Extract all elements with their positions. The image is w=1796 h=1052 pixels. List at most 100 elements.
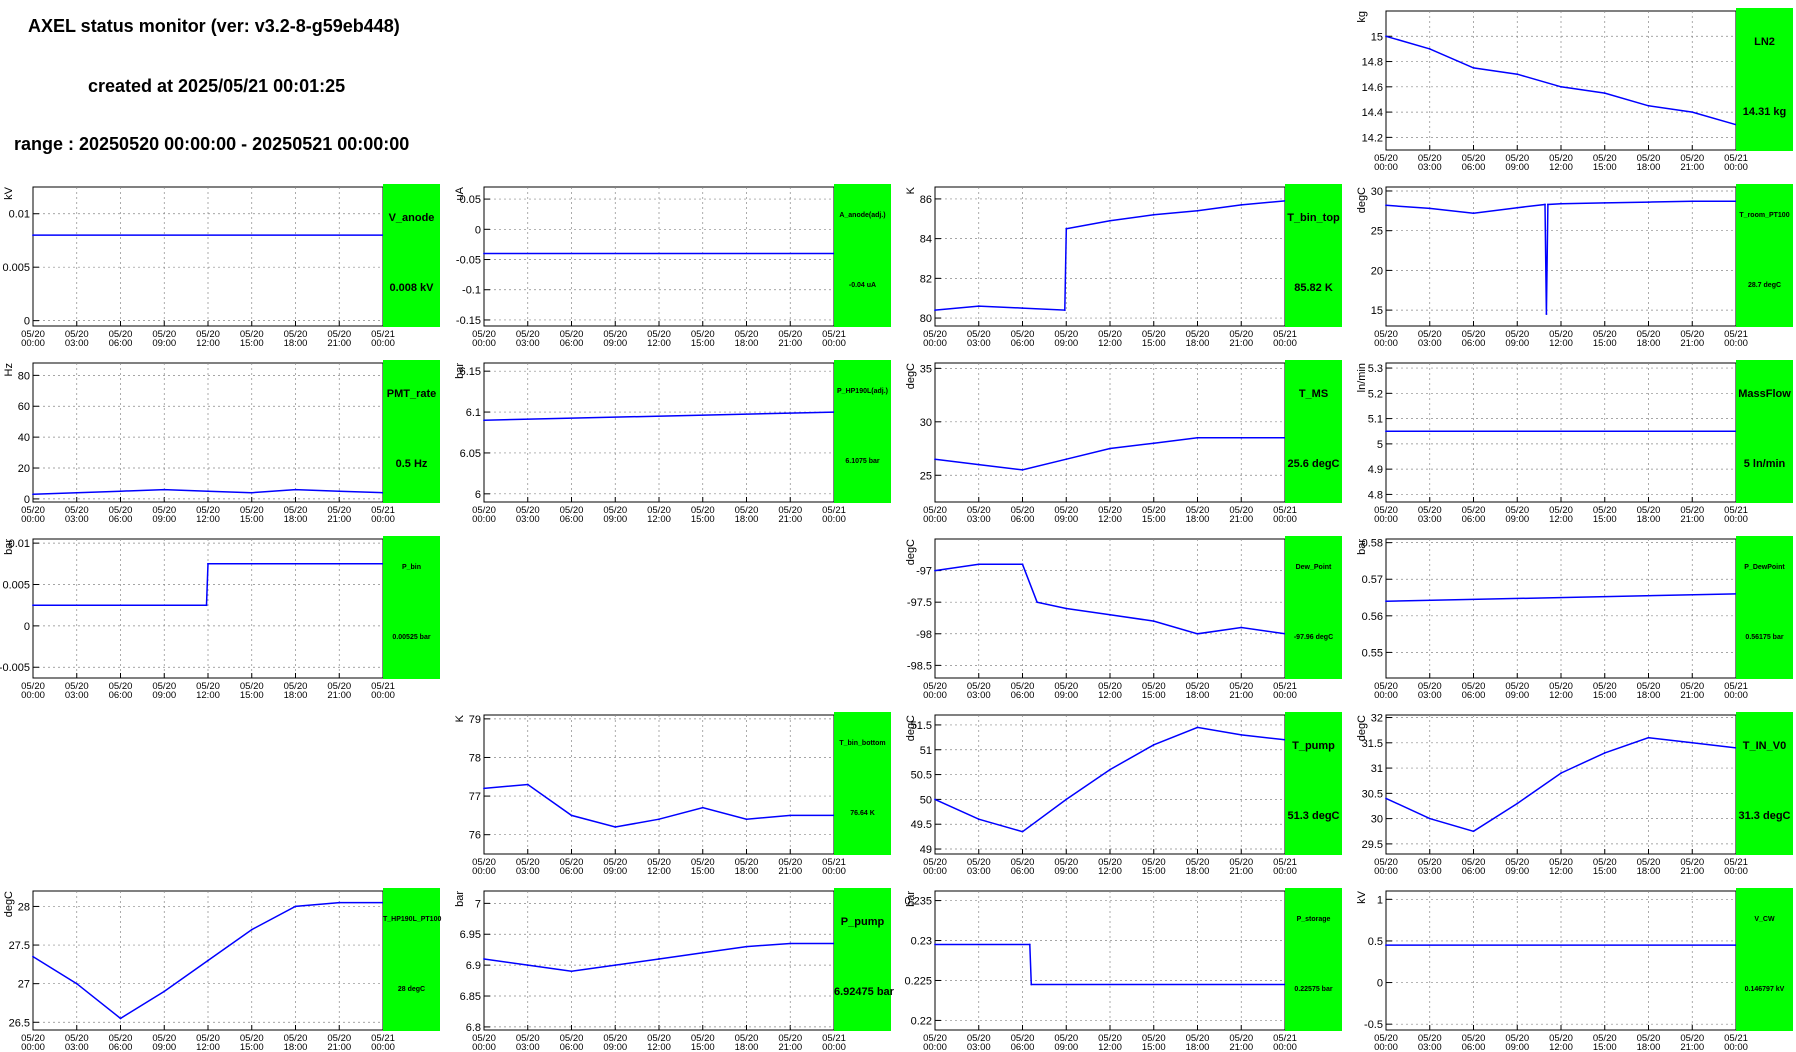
status-badge: T_bin_bottom 76.64 K [834, 712, 891, 855]
y-tick-label: -0.1 [462, 285, 481, 297]
data-point [1545, 313, 1548, 315]
x-tick-date: 05/20 [65, 681, 89, 692]
x-tick-date: 05/20 [109, 681, 133, 692]
data-point [119, 1017, 122, 1020]
x-tick-time: 15:00 [691, 338, 715, 346]
x-tick-date: 05/20 [967, 1033, 991, 1044]
x-tick-date: 05/20 [284, 505, 308, 516]
x-tick-time: 09:00 [1505, 162, 1529, 170]
x-tick-date: 05/20 [1593, 1033, 1617, 1044]
x-tick-time: 03:00 [967, 690, 991, 698]
y-tick-label: 1 [1377, 894, 1383, 906]
data-point [934, 309, 936, 312]
y-tick-label: 49 [920, 844, 932, 856]
y-tick-label: 6.95 [460, 929, 481, 941]
badge-name: T_bin_top [1287, 212, 1340, 224]
x-tick-date: 05/20 [1505, 505, 1529, 516]
x-tick-time: 12:00 [1098, 1042, 1122, 1050]
data-point [483, 252, 485, 255]
x-tick-date: 05/20 [603, 505, 627, 516]
y-tick-label: 5 [1377, 439, 1383, 451]
x-tick-time: 18:00 [1637, 162, 1661, 170]
x-tick-time: 09:00 [1505, 690, 1529, 698]
x-tick-time: 15:00 [1593, 514, 1617, 522]
x-tick-time: 09:00 [152, 338, 176, 346]
x-tick-time: 15:00 [691, 514, 715, 522]
x-tick-date: 05/20 [1637, 329, 1661, 340]
chart-T_bin_top: 05/2000:0005/2003:0005/2006:0005/2009:00… [905, 186, 1297, 346]
badge-value: 31.3 degC [1738, 810, 1791, 822]
y-tick-label: 0.56 [1362, 611, 1383, 623]
data-point [294, 905, 297, 908]
x-tick-time: 06:00 [109, 514, 133, 522]
y-tick-label: 30 [920, 417, 932, 429]
x-tick-date: 05/20 [284, 329, 308, 340]
badge-name: MassFlow [1738, 388, 1791, 400]
x-tick-time: 09:00 [1505, 1042, 1529, 1050]
data-point [75, 491, 78, 494]
x-tick-time: 09:00 [1054, 866, 1078, 874]
x-tick-date: 05/20 [516, 857, 540, 868]
data-point [1109, 219, 1111, 222]
data-point [32, 493, 34, 496]
y-tick-label: 0.57 [1362, 574, 1383, 586]
chart-panel-P_bin: 05/20 00:00 05/20 03:00 05/20 06:00 05/20 09:00… [0, 528, 440, 698]
data-point [1428, 48, 1431, 50]
y-tick-label: 6.8 [466, 1022, 481, 1034]
badge-name: T_IN_V0 [1742, 740, 1787, 752]
data-point [1385, 430, 1387, 433]
x-tick-time: 21:00 [1229, 338, 1253, 346]
x-tick-date: 05/20 [1142, 505, 1166, 516]
x-tick-time: 21:00 [778, 338, 802, 346]
x-tick-time: 06:00 [109, 338, 133, 346]
x-tick-time: 06:00 [1011, 514, 1035, 522]
x-tick-time: 00:00 [923, 514, 947, 522]
x-tick-time: 09:00 [1054, 338, 1078, 346]
x-tick-date: 05/20 [647, 1033, 671, 1044]
y-tick-label: 80 [18, 370, 30, 382]
x-tick-date: 05/20 [778, 857, 802, 868]
y-tick-label: 14.8 [1362, 57, 1383, 69]
x-tick-date: 05/20 [1374, 1033, 1398, 1044]
x-tick-date: 05/20 [603, 329, 627, 340]
data-point [1036, 601, 1038, 604]
x-tick-date: 05/20 [1505, 857, 1529, 868]
data-point [1196, 209, 1199, 212]
x-tick-time: 21:00 [1680, 690, 1704, 698]
data-point [1152, 442, 1155, 445]
x-tick-time: 06:00 [1011, 1042, 1035, 1050]
data-point [1021, 307, 1024, 310]
series-line [33, 563, 383, 606]
x-tick-date: 05/20 [1011, 681, 1035, 692]
x-tick-date: 05/20 [1680, 1033, 1704, 1044]
x-tick-date: 05/20 [284, 1033, 308, 1044]
x-tick-date: 05/21 [822, 505, 846, 516]
x-tick-time: 18:00 [1186, 338, 1210, 346]
x-tick-time: 00:00 [923, 338, 947, 346]
badge-value: 6.92475 bar [834, 986, 894, 998]
data-point [1560, 772, 1562, 775]
badge-value: 85.82 K [1294, 282, 1333, 294]
badge-value: 6.1075 bar [845, 458, 880, 465]
x-tick-time: 15:00 [1593, 866, 1617, 874]
x-tick-time: 18:00 [284, 514, 308, 522]
data-point [1152, 743, 1155, 746]
x-tick-time: 15:00 [1142, 690, 1166, 698]
y-tick-label: 5.1 [1368, 414, 1383, 426]
badge-name: P_storage [1296, 916, 1331, 923]
x-tick-date: 05/21 [371, 1033, 395, 1044]
x-tick-date: 05/20 [284, 681, 308, 692]
data-point [1065, 607, 1068, 610]
x-tick-date: 05/21 [822, 329, 846, 340]
x-tick-time: 18:00 [1637, 1042, 1661, 1050]
y-tick-label: 80 [920, 313, 932, 325]
status-badge: P_DewPoint 0.56175 bar [1736, 536, 1793, 679]
x-tick-date: 05/20 [647, 857, 671, 868]
x-tick-date: 05/20 [327, 681, 351, 692]
x-tick-date: 05/21 [822, 857, 846, 868]
x-tick-date: 05/20 [472, 857, 496, 868]
x-tick-time: 06:00 [560, 1042, 584, 1050]
x-tick-time: 18:00 [1637, 690, 1661, 698]
x-tick-date: 05/20 [327, 329, 351, 340]
x-tick-date: 05/20 [1418, 329, 1442, 340]
